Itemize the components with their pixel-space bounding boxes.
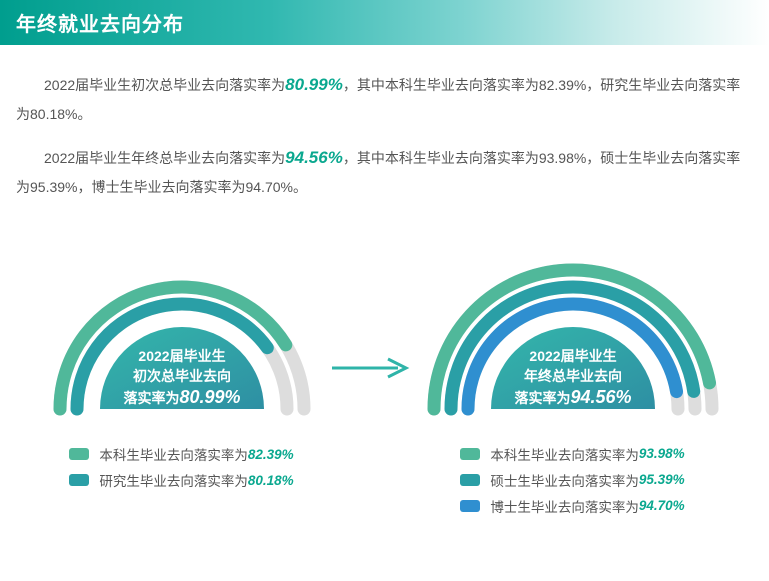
legend-swatch	[460, 474, 480, 486]
legend-value: 80.18%	[248, 473, 294, 488]
gauge-center-line1: 2022届毕业生	[529, 348, 616, 364]
legend-item: 本科生毕业去向落实率为82.39%	[69, 444, 293, 464]
section-header: 年终就业去向分布	[0, 0, 769, 45]
legend-label: 研究生毕业去向落实率为	[99, 470, 248, 490]
gauge-final: 2022届毕业生年终总毕业去向落实率为94.56%	[418, 219, 728, 424]
p2-highlight: 94.56%	[285, 148, 343, 167]
legend-swatch	[460, 448, 480, 460]
legend-final: 本科生毕业去向落实率为93.98%硕士生毕业去向落实率为95.39%博士生毕业去…	[460, 438, 684, 522]
legend-value: 93.98%	[639, 446, 685, 461]
legend-swatch	[69, 474, 89, 486]
gauge-center-line3: 落实率为80.99%	[123, 387, 240, 407]
section-title: 年终就业去向分布	[16, 14, 184, 36]
chart-initial-cell: 2022届毕业生初次总毕业去向落实率为80.99% 本科生毕业去向落实率为82.…	[42, 244, 322, 496]
legend-label: 硕士生毕业去向落实率为	[490, 470, 639, 490]
gauge-center-line3: 落实率为94.56%	[514, 387, 631, 407]
arrow-icon	[330, 356, 410, 385]
legend-value: 95.39%	[639, 472, 685, 487]
arrow-wrap	[330, 270, 410, 470]
legend-item: 博士生毕业去向落实率为94.70%	[460, 496, 684, 516]
legend-label: 博士生毕业去向落实率为	[490, 496, 639, 516]
paragraph-1: 2022届毕业生初次总毕业去向落实率为80.99%，其中本科生毕业去向落实率为8…	[0, 69, 769, 128]
legend-label: 本科生毕业去向落实率为	[99, 444, 248, 464]
p1-highlight: 80.99%	[285, 75, 343, 94]
gauge-center-line2: 初次总毕业去向	[133, 368, 231, 384]
p2-before: 2022届毕业生年终总毕业去向落实率为	[44, 150, 285, 166]
legend-value: 82.39%	[248, 447, 294, 462]
legend-item: 硕士生毕业去向落实率为95.39%	[460, 470, 684, 490]
gauge-center-line2: 年终总毕业去向	[524, 368, 622, 384]
p1-before: 2022届毕业生初次总毕业去向落实率为	[44, 77, 285, 93]
chart-final-cell: 2022届毕业生年终总毕业去向落实率为94.56% 本科生毕业去向落实率为93.…	[418, 219, 728, 522]
legend-swatch	[460, 500, 480, 512]
legend-value: 94.70%	[639, 498, 685, 513]
legend-item: 本科生毕业去向落实率为93.98%	[460, 444, 684, 464]
legend-swatch	[69, 448, 89, 460]
legend-initial: 本科生毕业去向落实率为82.39%研究生毕业去向落实率为80.18%	[69, 438, 293, 496]
legend-label: 本科生毕业去向落实率为	[490, 444, 639, 464]
chart-row: 2022届毕业生初次总毕业去向落实率为80.99% 本科生毕业去向落实率为82.…	[0, 219, 769, 522]
gauge-center-line1: 2022届毕业生	[138, 348, 225, 364]
legend-item: 研究生毕业去向落实率为80.18%	[69, 470, 293, 490]
paragraph-2: 2022届毕业生年终总毕业去向落实率为94.56%，其中本科生毕业去向落实率为9…	[0, 142, 769, 201]
gauge-initial: 2022届毕业生初次总毕业去向落实率为80.99%	[42, 244, 322, 424]
